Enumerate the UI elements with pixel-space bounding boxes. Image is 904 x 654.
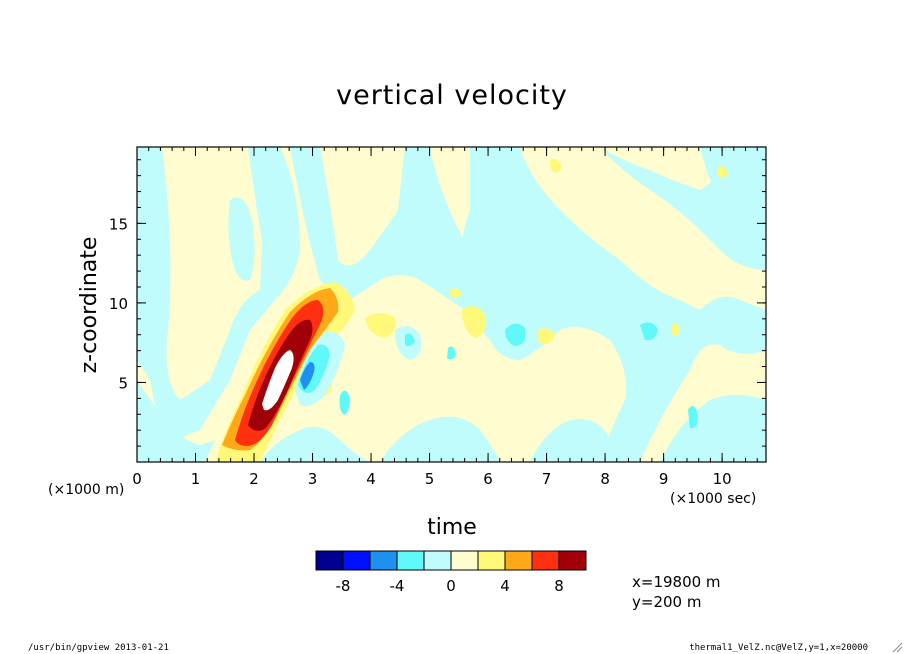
y-axis-label: z-coordinate [77,237,102,374]
colorbar-swatch [558,550,587,571]
x-tick-label: 7 [542,470,552,488]
x-tick-label: 6 [483,470,493,488]
colorbar-label: 4 [500,577,510,595]
colorbar-label: 8 [554,577,564,595]
y-tick-label: 15 [109,215,128,233]
y-multiplier: (×1000 m) [48,482,124,498]
x-tick-label: 2 [249,470,259,488]
y-tick-label: 10 [109,295,128,313]
colorbar-swatch [531,550,560,571]
downdraft-level-3 [300,362,315,390]
colorbar-labels: -8 -4 0 4 8 [336,577,564,595]
x-tick-label: 10 [713,470,732,488]
colorbar-swatch [450,550,479,571]
colorbar-label: -8 [336,577,351,595]
chart-title: vertical velocity [336,80,568,111]
colorbar-label: -4 [390,577,405,595]
resize-grip-icon[interactable] [892,642,903,653]
updraft-core [262,350,294,411]
colorbar-swatch [396,550,425,571]
x-tick-label: 8 [600,470,610,488]
weak-negative-regions [137,147,766,462]
x-tick-label: 1 [191,470,201,488]
slice-x-annotation: x=19800 m [632,573,721,591]
downdraft-regions [295,322,698,429]
x-tick-label: 5 [425,470,435,488]
colorbar-swatch [342,550,371,571]
x-tick-label: 4 [366,470,376,488]
colorbar-swatch [423,550,452,571]
colorbar-label: 0 [446,577,456,595]
colorbar [315,550,587,571]
plot-area [137,147,766,462]
colorbar-swatch [477,550,506,571]
colorbar-swatch [504,550,533,571]
footer-right: thermal1_VelZ.nc@VelZ,y=1,x=20000 [689,643,868,653]
footer-left: /usr/bin/gpview 2013-01-21 [28,643,169,653]
x-tick-label: 9 [659,470,669,488]
x-tick-label: 3 [308,470,318,488]
updraft-column [215,282,355,462]
x-axis-label: time [427,515,477,540]
colorbar-swatch [315,550,344,571]
x-axis: 0 1 2 3 4 5 6 7 8 9 10 [132,147,758,488]
colorbar-swatch [369,550,398,571]
x-tick-label: 0 [132,470,142,488]
y-tick-label: 5 [118,374,128,392]
slice-y-annotation: y=200 m [632,593,701,611]
x-multiplier: (×1000 sec) [670,491,756,507]
y-axis: 5 10 15 [109,159,766,463]
plot-frame [136,146,767,463]
